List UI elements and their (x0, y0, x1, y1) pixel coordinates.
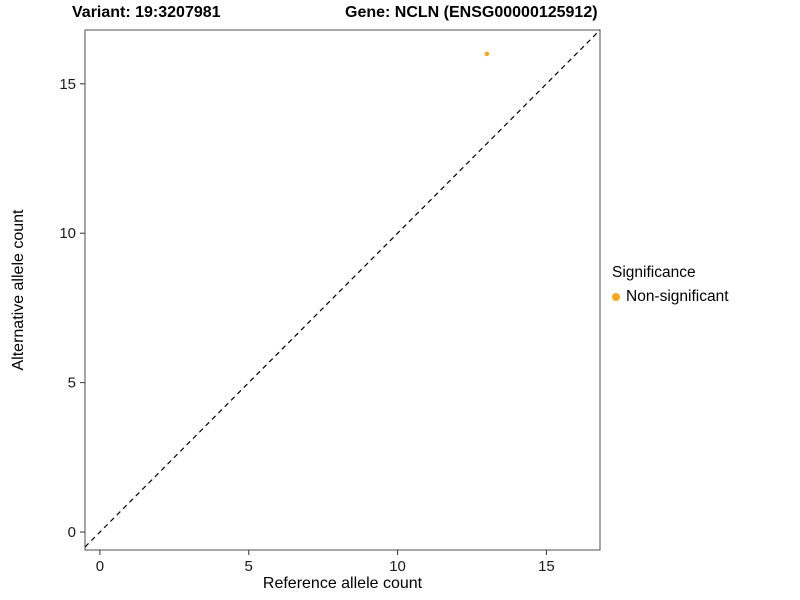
data-point (484, 51, 490, 57)
plot-title-gene: Gene: NCLN (ENSG00000125912) (345, 4, 598, 21)
y-tick-label: 0 (68, 524, 76, 541)
legend-entry: Non-significant (612, 288, 729, 306)
y-tick-label: 10 (59, 225, 76, 242)
x-tick-label: 5 (245, 558, 253, 575)
y-tick-label: 15 (59, 76, 76, 93)
legend-entry-label: Non-significant (626, 288, 729, 305)
legend-point-icon (612, 293, 620, 301)
panel-border (84, 29, 601, 551)
legend: Significance Non-significant (612, 264, 729, 306)
x-tick-label: 0 (96, 558, 104, 575)
y-axis-title: Alternative allele count (10, 209, 27, 371)
plot-title-variant: Variant: 19:3207981 (72, 4, 221, 21)
y-tick-label: 5 (68, 375, 76, 392)
legend-title: Significance (612, 264, 696, 281)
x-tick-label: 15 (538, 558, 555, 575)
x-tick-label: 10 (389, 558, 406, 575)
identity-line (84, 29, 601, 548)
x-axis-title: Reference allele count (262, 575, 423, 592)
